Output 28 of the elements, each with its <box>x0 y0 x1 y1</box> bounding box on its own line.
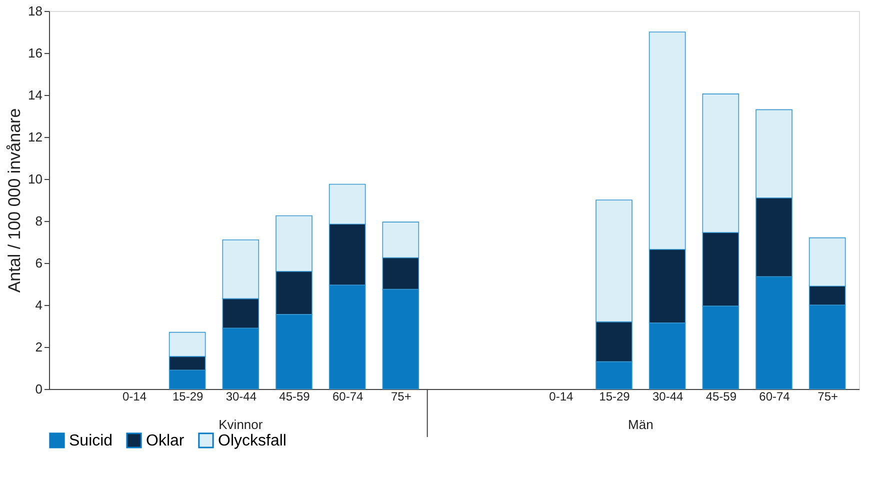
y-tick-label: 12 <box>28 130 42 144</box>
x-tick-label: 15-29 <box>599 390 630 404</box>
x-tick-label: 45-59 <box>706 390 737 404</box>
text: Kvinnor <box>218 417 264 432</box>
y-tick-label: 6 <box>35 256 42 270</box>
y-tick-label: 14 <box>28 88 42 102</box>
x-tick-label: 60-74 <box>759 390 790 404</box>
y-tick-label: 16 <box>28 46 42 60</box>
y-tick-label: 0 <box>35 382 42 396</box>
x-tick-label: 30-44 <box>652 390 684 404</box>
x-tick-label: 0-14 <box>549 390 574 404</box>
y-axis-title: Antal / 100 000 invånare <box>5 108 24 293</box>
x-tick-label: 75+ <box>818 390 838 404</box>
y-tick-label: 10 <box>28 172 42 186</box>
x-tick-label: 15-29 <box>172 390 204 404</box>
y-tick-label: 18 <box>28 4 42 18</box>
legend-label: Oklar <box>146 432 185 450</box>
x-tick-label: 75+ <box>390 390 412 404</box>
y-tick-label: 4 <box>35 298 42 312</box>
text: Män <box>628 417 654 432</box>
y-tick-label: 8 <box>35 214 42 228</box>
x-tick-label: 30-44 <box>226 390 257 404</box>
legend-label: Suicid <box>69 432 113 450</box>
legend-label: Olycksfall <box>218 432 286 450</box>
x-tick-label: 0-14 <box>122 390 147 404</box>
x-tick-label: 45-59 <box>279 390 310 404</box>
x-tick-label: 60-74 <box>332 390 364 404</box>
y-tick-label: 2 <box>35 340 42 354</box>
